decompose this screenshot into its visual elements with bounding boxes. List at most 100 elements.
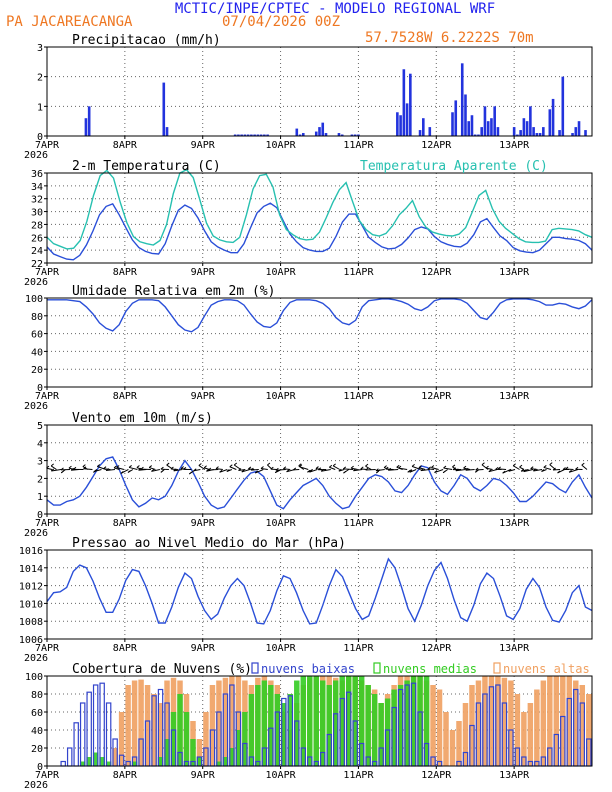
cloud-bar-nuvens-medias bbox=[157, 757, 164, 766]
wind-vector-head bbox=[541, 469, 545, 472]
wind-vector bbox=[128, 466, 138, 470]
wind-vector-head bbox=[383, 465, 387, 468]
panel-clouds: 0 20 40 60 80 100 7APR 8APR 9APR 10APR 11APR 12APR 1… bbox=[24, 662, 593, 791]
x-tick-label: 8APR bbox=[113, 643, 138, 654]
panel-title: Vento em 10m (m/s) bbox=[72, 411, 213, 426]
precip-bar bbox=[318, 127, 321, 136]
x-year-label: 2026 bbox=[24, 780, 48, 791]
wind-vector-head bbox=[250, 467, 254, 471]
cloud-bar-nuvens-medias bbox=[281, 703, 287, 766]
wind-vector bbox=[50, 465, 57, 470]
cloud-bar-nuvens-baixas bbox=[60, 760, 66, 767]
wind-vector-head bbox=[463, 465, 467, 469]
cloud-bar-nuvens-medias bbox=[183, 712, 190, 766]
x-tick-label: 10APR bbox=[266, 267, 297, 278]
precip-bar bbox=[516, 134, 519, 136]
wind-vector-head bbox=[342, 466, 347, 470]
wind-vector-head bbox=[376, 470, 380, 474]
wind-vector bbox=[241, 469, 250, 473]
wind-vector bbox=[170, 468, 178, 470]
wind-vector-head bbox=[270, 466, 274, 470]
cloud-bar-nuvens-medias bbox=[358, 676, 365, 766]
y-tick-label: 1010 bbox=[19, 599, 43, 610]
cloud-bar-nuvens-baixas bbox=[66, 747, 73, 767]
wind-vector-head bbox=[160, 470, 164, 473]
cloud-bar-nuvens-medias bbox=[378, 703, 384, 766]
precip-bar bbox=[496, 127, 500, 136]
y-tick-label: 36 bbox=[31, 169, 43, 180]
wind-vector bbox=[428, 468, 435, 470]
wind-vector-head bbox=[442, 470, 446, 474]
wind-vector-head bbox=[485, 465, 489, 469]
wind-vector bbox=[530, 468, 538, 470]
cloud-bar-nuvens-medias bbox=[332, 680, 339, 766]
cloud-bar-nuvens-medias bbox=[384, 698, 391, 766]
precip-bar bbox=[240, 134, 243, 136]
wind-vector bbox=[113, 467, 120, 470]
precip-bar bbox=[243, 134, 247, 136]
wind-vector-head bbox=[275, 467, 279, 471]
wind-vector-head bbox=[188, 471, 193, 475]
cloud-bar-nuvens-altas bbox=[475, 680, 482, 766]
x-year-label: 2026 bbox=[24, 150, 48, 161]
x-tick-label: 13APR bbox=[499, 391, 530, 402]
wind-vector-head bbox=[208, 467, 212, 471]
x-tick-label: 8APR bbox=[113, 140, 138, 151]
cloud-bar-nuvens-altas bbox=[125, 685, 131, 766]
panel-frame bbox=[46, 46, 593, 137]
wind-vector-head bbox=[198, 463, 202, 466]
series-line bbox=[46, 557, 593, 625]
wind-vector bbox=[51, 469, 62, 472]
wind-vector bbox=[229, 466, 237, 470]
wind-vector bbox=[321, 469, 331, 472]
wind-vector bbox=[388, 469, 399, 471]
y-tick-label: 1 bbox=[37, 492, 43, 503]
cloud-bar-nuvens-altas bbox=[521, 712, 527, 766]
cloud-bar-nuvens-altas bbox=[112, 748, 118, 766]
wind-vector-head bbox=[497, 466, 501, 470]
cloud-bar-nuvens-medias bbox=[79, 761, 86, 766]
wind-vector bbox=[299, 466, 309, 470]
wind-vector-head bbox=[70, 467, 74, 471]
precip-bar bbox=[522, 118, 526, 136]
wind-vector-head bbox=[113, 465, 117, 469]
x-tick-label: 10APR bbox=[266, 140, 297, 151]
cloud-bar-nuvens-medias bbox=[320, 680, 326, 766]
y-tick-label: 1006 bbox=[19, 635, 43, 646]
x-tick-label: 8APR bbox=[113, 770, 138, 781]
wind-vector-head bbox=[260, 466, 264, 469]
wind-vector-head bbox=[136, 465, 140, 468]
wind-vector bbox=[350, 467, 358, 470]
wind-vector-head bbox=[338, 468, 342, 472]
cloud-bar-nuvens-medias bbox=[345, 676, 352, 766]
wind-vector-head bbox=[226, 469, 230, 472]
y-tick-label: 100 bbox=[25, 294, 43, 305]
x-tick-label: 10APR bbox=[266, 518, 297, 529]
precip-bar bbox=[483, 106, 487, 136]
panel-title: Umidade Relativa em 2m (%) bbox=[72, 284, 276, 299]
cloud-bar-nuvens-altas bbox=[488, 676, 495, 766]
cloud-bar-nuvens-altas bbox=[209, 685, 216, 766]
wind-vector-head bbox=[219, 469, 223, 473]
y-tick-label: 26 bbox=[31, 233, 43, 244]
precip-bar bbox=[493, 106, 496, 136]
precip-bar bbox=[480, 127, 484, 136]
cloud-bar-nuvens-altas bbox=[495, 676, 501, 766]
cloud-bar-nuvens-altas bbox=[508, 680, 514, 766]
cloud-bar-nuvens-altas bbox=[573, 680, 579, 766]
cloud-bar-nuvens-altas bbox=[235, 676, 242, 766]
wind-vector-head bbox=[215, 466, 219, 469]
wind-vector bbox=[343, 468, 354, 470]
x-tick-label: 8APR bbox=[113, 267, 138, 278]
precip-bar bbox=[418, 130, 422, 136]
cloud-bar-nuvens-baixas bbox=[86, 691, 92, 767]
wind-vector-head bbox=[105, 468, 109, 471]
y-tick-label: 2 bbox=[37, 73, 43, 84]
precip-bar bbox=[519, 130, 522, 136]
wind-vector-head bbox=[353, 468, 357, 472]
precip-bar bbox=[490, 118, 493, 136]
panel-frame bbox=[46, 297, 593, 388]
y-tick-label: 24 bbox=[31, 246, 43, 257]
wind-vector-head bbox=[73, 466, 77, 470]
y-tick-label: 22 bbox=[31, 259, 43, 270]
